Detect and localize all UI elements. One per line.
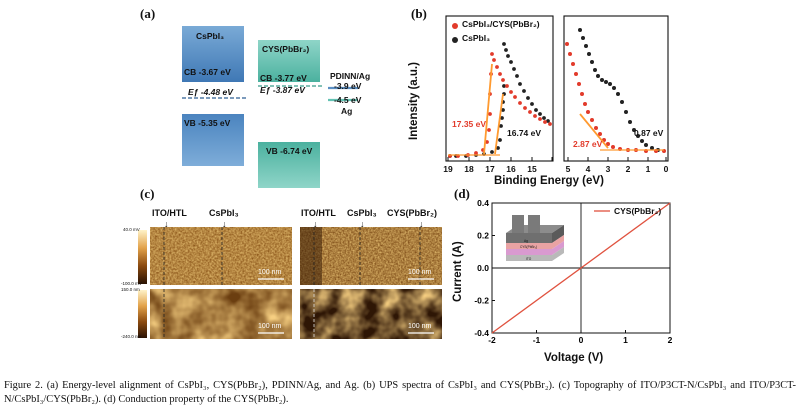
svg-text:0: 0 [664,164,669,174]
cspbi3-vb-block [182,114,244,166]
colorbar-top-min: -100.0 mV [121,281,142,286]
cspbi3-cb-label: CB -3.67 eV [184,67,231,77]
black-cutoff-annotation: 16.74 eV [507,128,542,138]
svg-text:16: 16 [506,164,516,174]
iv-ylabel: Current (A) [452,241,464,302]
scalebar-2: 100 nm [258,323,282,330]
cspbi3-name: CsPbI₃ [196,31,225,41]
cspbi3-ef-label: Eƒ -4.48 eV [188,87,233,97]
svg-text:5: 5 [566,164,571,174]
y-tick-label-4: 0.4 [477,198,489,208]
legend-red-label: CsPbI₃/CYS(PbBr₂) [462,19,540,29]
cys-cb-label: CB -3.77 eV [260,73,307,83]
figure-caption: Figure 2. (a) Energy-level alignment of … [4,380,796,405]
inset-layer-ag: Ag [524,239,528,243]
ups-ylabel: Intensity (a.u.) [408,62,420,140]
svg-text:15: 15 [527,164,537,174]
afm-left-height [150,289,292,339]
colorbar-bottom [138,290,147,338]
pdinn-level-label: -3.9 eV [334,81,362,91]
inset-layer-cys: CYS(PbBr₂) [520,245,537,249]
svg-text:3: 3 [606,164,611,174]
c-left-label-cspbi3: CsPbI₃ [209,208,239,218]
colorbar-top-max: 40.0 mV [123,227,140,232]
cys-vb-label: VB -6.74 eV [266,146,313,156]
black-onset-annotation: 0.87 eV [634,128,664,138]
svg-text:19: 19 [443,164,453,174]
c-right-label-cspbi3: CsPbI₃ [347,208,377,218]
red-cutoff-annotation: 17.35 eV [452,119,487,129]
x-tick-label-1: -1 [533,335,541,345]
iv-series-line [491,202,671,334]
iv-chart: -2 -1 0 1 2 -0.4 -0.2 0.0 0.2 0.4 CYS(PbBr₂) Ag … [474,198,673,345]
y-tick-label-0: -0.4 [474,328,489,338]
red-onset-annotation: 2.87 eV [573,139,603,149]
panel-c-label: (c) [140,186,155,201]
ag-level-label: -4.5 eV [334,95,362,105]
svg-text:17: 17 [485,164,495,174]
ag-label: Ag [341,106,353,116]
ups-spectra: 19 18 17 16 15 5 4 3 2 1 0 [443,15,669,174]
cspbi3-cb-block [182,26,244,82]
y-tick-label-3: 0.2 [477,231,489,241]
pdinn-label: PDINN/Ag [330,71,371,81]
colorbar-bottom-max: 150.0 nm [121,287,140,292]
x-tick-label-0: -2 [488,335,496,345]
legend-red-marker [452,23,458,29]
afm-left-phase [150,227,292,285]
c-right-label-cys: CYS(PbBr₂) [387,208,438,218]
svg-text:1: 1 [646,164,651,174]
panel-b-label: (b) [411,6,427,21]
panel-d-label: (d) [454,186,470,201]
x-tick-label-2: 0 [579,335,584,345]
iv-legend-label: CYS(PbBr₂) [614,206,661,216]
iv-inset-device: Ag CYS(PbBr₂) ITO [506,215,564,261]
cys-name: CYS(PbBr₂) [262,44,310,54]
svg-text:4: 4 [586,164,591,174]
scalebar-4: 100 nm [408,323,432,330]
x-tick-label-3: 1 [623,335,628,345]
cspbi3-vb-label: VB -5.35 eV [184,118,231,128]
svg-text:18: 18 [464,164,474,174]
c-left-arrow-2: ↓ [222,219,227,229]
y-tick-label-2: 0.0 [477,263,489,273]
cys-ef-label: Eƒ -3.87 eV [260,85,305,95]
svg-text:2: 2 [626,164,631,174]
afm-right-height [300,289,442,339]
iv-xlabel: Voltage (V) [544,352,604,364]
scalebar-1: 100 nm [258,269,282,276]
inset-layer-ito: ITO [526,257,532,261]
scalebar-3: 100 nm [408,269,432,276]
colorbar-bottom-min: -240.0 nm [121,334,142,339]
c-right-label-ito: ITO/HTL [301,208,336,218]
energy-level-diagram [182,26,358,188]
cys-cb-block [258,40,320,82]
c-right-arrow-2: ↓ [360,219,365,229]
x-tick-label-4: 2 [668,335,673,345]
ups-xlabel: Binding Energy (eV) [494,175,604,187]
panel-a-label: (a) [140,6,156,21]
c-right-arrow-1: ↓ [313,219,318,229]
y-tick-label-1: -0.2 [474,296,489,306]
c-left-arrow-1: ↓ [164,219,169,229]
legend-black-marker [452,37,458,43]
legend-black-label: CsPbI₃ [462,33,491,43]
c-left-label-ito: ITO/HTL [152,208,187,218]
c-right-arrow-3: ↓ [419,219,424,229]
afm-right-phase [300,227,442,285]
cys-vb-block [258,142,320,188]
colorbar-top [138,230,147,284]
